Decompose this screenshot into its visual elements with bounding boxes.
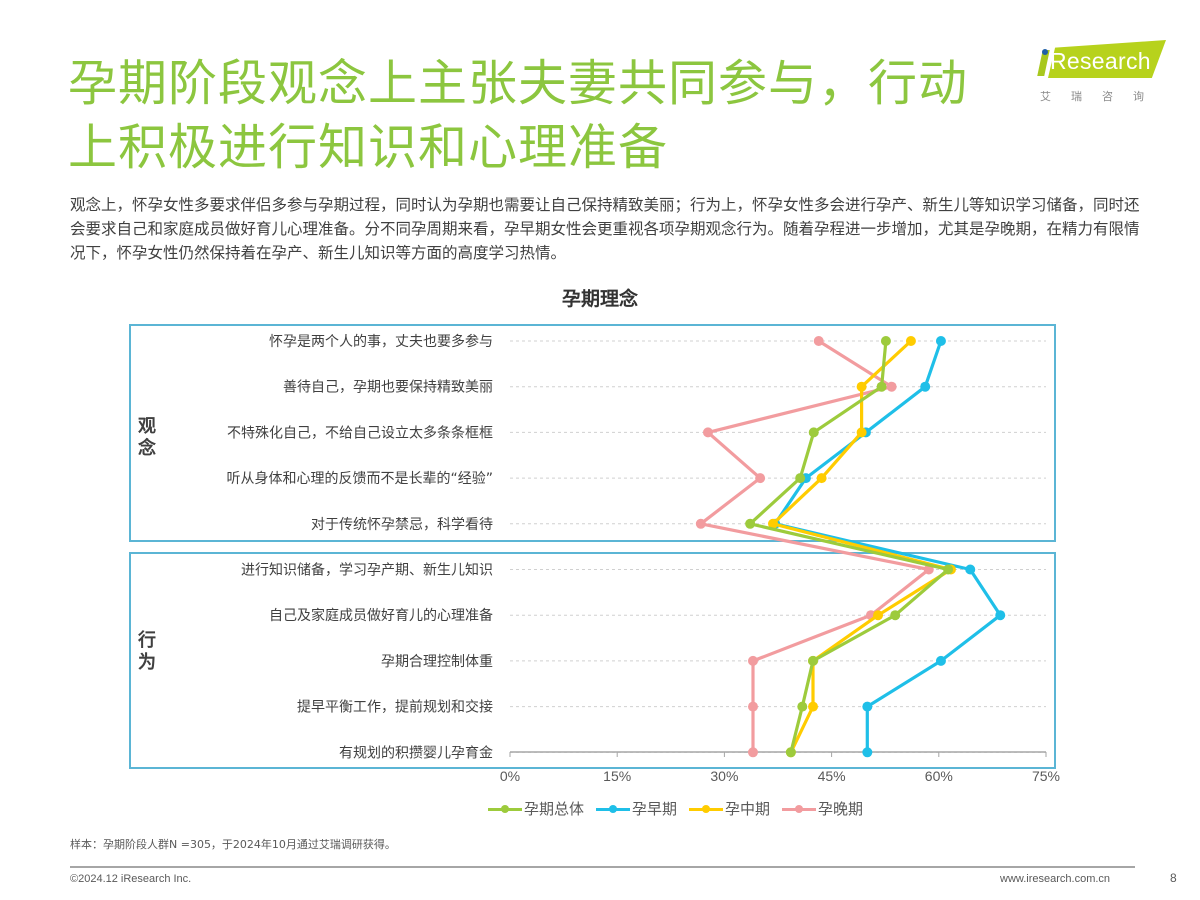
category-label: 怀孕是两个人的事，丈夫也要多参与 <box>269 333 493 350</box>
legend-label: 孕晚期 <box>818 800 864 818</box>
website-link[interactable]: www.iresearch.com.cn <box>1000 873 1111 885</box>
chart-title: 孕期理念 <box>561 288 638 310</box>
data-point <box>862 701 873 712</box>
data-point <box>890 610 901 621</box>
logo-dot <box>1042 49 1048 55</box>
series-line-3 <box>699 339 931 753</box>
data-point <box>856 381 867 392</box>
data-point <box>816 473 827 484</box>
logo-cn-text: 艾瑞咨询 <box>1040 90 1164 103</box>
group-frame-concept <box>129 324 1056 542</box>
group-label-char: 行 <box>137 629 156 651</box>
data-point <box>702 427 713 438</box>
data-point <box>808 655 819 666</box>
group-label-char: 念 <box>138 437 156 459</box>
logo-brand-text: Research <box>1050 48 1151 74</box>
description-paragraph: 观念上，怀孕女性多要求伴侣多参与孕期过程，同时认为孕期也需要让自己保持精致美丽；… <box>70 196 1140 262</box>
legend-swatch-icon <box>488 802 522 816</box>
category-label: 善待自己，孕期也要保持精致美丽 <box>283 380 493 396</box>
data-point <box>808 701 819 712</box>
series-line-0 <box>748 340 950 753</box>
data-point <box>905 336 916 346</box>
legend-label: 孕期总体 <box>524 800 585 818</box>
legend-label: 孕中期 <box>725 800 771 818</box>
data-point <box>795 473 806 484</box>
data-point <box>745 518 756 529</box>
category-label: 孕期合理控制体重 <box>381 654 493 670</box>
group-frame-behavior <box>129 552 1056 769</box>
data-point <box>943 564 954 575</box>
x-tick-label: 15% <box>603 768 631 784</box>
category-label: 进行知识储备，学习孕产期、新生儿知识 <box>241 562 493 579</box>
legend-swatch-icon <box>596 802 631 816</box>
page-number: 8 <box>1170 871 1177 885</box>
data-point <box>856 427 867 438</box>
x-tick-label: 60% <box>925 768 953 784</box>
data-point <box>808 427 819 438</box>
data-point <box>935 655 946 666</box>
data-point <box>965 564 976 575</box>
data-point <box>995 610 1006 621</box>
series-line-1 <box>773 340 1002 753</box>
data-point <box>813 336 824 346</box>
legend-label: 孕早期 <box>632 800 678 818</box>
legend-item: 孕中期 <box>689 798 770 819</box>
data-point <box>747 701 758 712</box>
copyright-text: ©2024.12 iResearch Inc. <box>70 873 192 885</box>
legend-item: 孕早期 <box>596 798 677 819</box>
legend-swatch-icon <box>689 802 724 816</box>
category-label: 有规划的积攒婴儿孕育金 <box>339 745 493 761</box>
x-tick-label: 0% <box>500 768 520 784</box>
legend-item: 孕期总体 <box>488 798 584 819</box>
data-point <box>862 747 873 758</box>
data-point <box>797 701 808 712</box>
x-tick-label: 75% <box>1032 768 1060 784</box>
series-line-2 <box>771 339 953 753</box>
legend-swatch-icon <box>782 802 817 816</box>
data-point <box>747 747 758 758</box>
group-label-char: 为 <box>138 651 156 673</box>
page-title: 孕期阶段观念上主张夫妻共同参与，行动 上积极进行知识和心理准备 <box>68 52 1028 180</box>
data-point <box>695 518 706 529</box>
x-tick-label: 45% <box>818 768 846 784</box>
page-title-line1: 孕期阶段观念上主张夫妻共同参与，行动 <box>68 55 969 112</box>
chart-legend: 孕期总体 孕早期 孕中期 孕晚期 <box>488 798 863 819</box>
data-point <box>880 336 891 346</box>
data-point <box>886 381 897 392</box>
sample-footnote: 样本：孕期阶段人群N =305，于2024年10月通过艾瑞调研获得。 <box>70 838 396 851</box>
group-label-char: 观 <box>138 416 156 437</box>
category-label: 听从身体和心理的反馈而不是长辈的“经验” <box>226 471 493 487</box>
data-point <box>755 473 766 484</box>
footer-divider <box>70 866 1135 868</box>
data-point <box>920 381 931 392</box>
data-point <box>785 747 796 758</box>
x-tick-label: 30% <box>710 768 738 784</box>
legend-item: 孕晚期 <box>782 798 863 819</box>
data-point <box>767 518 778 529</box>
category-label: 对于传统怀孕禁忌，科学看待 <box>311 517 493 533</box>
data-point <box>873 610 884 621</box>
category-label: 不特殊化自己，不给自己设立太多条条框框 <box>227 424 493 441</box>
category-label: 自己及家庭成员做好育儿的心理准备 <box>269 607 493 624</box>
iresearch-logo: Research 艾瑞咨询 <box>1030 38 1170 108</box>
data-point <box>935 336 946 346</box>
category-label: 提早平衡工作，提前规划和交接 <box>297 699 493 716</box>
page-title-line2: 上积极进行知识和心理准备 <box>68 119 669 176</box>
data-point <box>876 381 887 392</box>
data-point <box>747 655 758 666</box>
